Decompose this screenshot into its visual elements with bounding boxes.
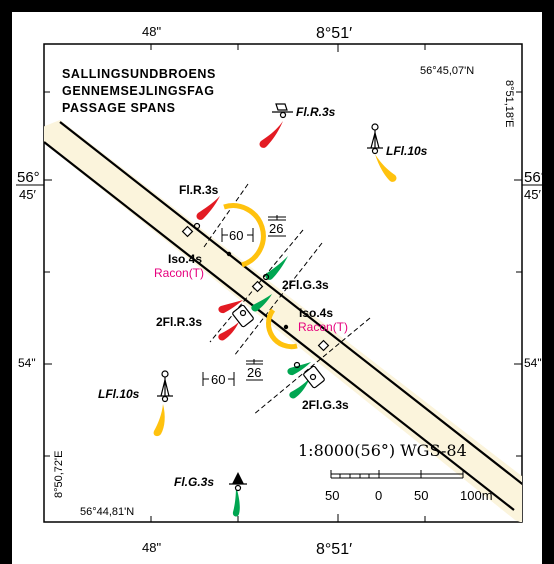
scale-bar <box>330 470 464 479</box>
neatline <box>43 43 523 523</box>
flare-green-top2 <box>251 294 272 312</box>
flare-red-bridge <box>196 196 220 220</box>
buoy-flg <box>232 472 244 484</box>
height-top-label: 26 <box>269 221 283 236</box>
flg-bottom-label: Fl.G.3s <box>174 475 214 489</box>
flr-bridge-label: Fl.R.3s <box>179 183 219 197</box>
fg-top-label: 2Fl.G.3s <box>282 278 329 292</box>
fg-bottom-label: 2Fl.G.3s <box>302 398 349 412</box>
coord-left-bottom: 8°50,72'E <box>53 451 65 498</box>
title-line-3: PASSAGE SPANS <box>62 101 176 115</box>
left-56-label: 56° <box>17 169 40 186</box>
bottom-851-label: 8°51′ <box>316 541 352 558</box>
scale-tick-100m: 100m <box>460 488 493 503</box>
sector-arc-bottom <box>266 308 298 350</box>
flare-green-flg <box>232 486 240 517</box>
flare-green-bottom2 <box>289 378 310 399</box>
sector-arc-top <box>223 203 266 268</box>
top-48-label: 48" <box>142 24 161 39</box>
right-54-label: 54" <box>524 356 542 370</box>
scale-text: 1:8000(56°) WGS-84 <box>298 441 467 460</box>
racon-right-label: Racon(T) <box>298 320 348 334</box>
flare-green-top <box>265 256 288 280</box>
flare-red-left2 <box>218 322 239 341</box>
coord-bottom-left: 56°44,81'N <box>80 506 134 518</box>
right-45-label: 45′ <box>524 187 541 202</box>
flare-red-left1 <box>218 300 243 314</box>
left-45-label: 45′ <box>19 187 36 202</box>
title-line-2: GENNEMSEJLINGSFAG <box>62 84 215 98</box>
height-bottom-label: 26 <box>247 365 261 380</box>
scale-tick-50b: 50 <box>414 488 428 503</box>
iso-right-label: Iso.4s <box>299 306 333 320</box>
fir-top-label: Fl.R.3s <box>296 105 336 119</box>
light-symbols <box>157 103 383 403</box>
bridge-edge-upper <box>59 121 522 486</box>
lfl-top-label: LFl.10s <box>386 144 428 158</box>
lfl-bottom-label: LFl.10s <box>98 387 140 401</box>
fr-left-label: 2Fl.R.3s <box>156 315 202 329</box>
flare-red-top <box>259 121 283 148</box>
width-top-label: 60 <box>229 228 243 243</box>
light-dots <box>226 251 289 330</box>
title-line-1: SALLINGSUNDBROENS <box>62 67 216 81</box>
racon-left-label: Racon(T) <box>154 266 204 280</box>
right-56-label: 56° <box>524 169 547 186</box>
bridge-edge-lower <box>44 141 515 511</box>
border-ticks <box>44 44 522 522</box>
scale-tick-50a: 50 <box>325 488 339 503</box>
left-54-label: 54" <box>18 356 36 370</box>
width-bottom-label: 60 <box>211 372 225 387</box>
flare-green-bottom1 <box>287 362 311 376</box>
bottom-48-label: 48" <box>142 540 161 555</box>
iso-left-label: Iso.4s <box>168 252 202 266</box>
coord-right-top: 8°51,18'E <box>503 80 515 127</box>
scale-tick-0: 0 <box>375 488 382 503</box>
flare-yellow-top <box>375 154 397 182</box>
light-flares <box>153 121 397 517</box>
flare-yellow-bottom <box>153 404 165 437</box>
top-851-label: 8°51′ <box>316 25 352 42</box>
coord-top-right: 56°45,07'N <box>420 65 474 77</box>
